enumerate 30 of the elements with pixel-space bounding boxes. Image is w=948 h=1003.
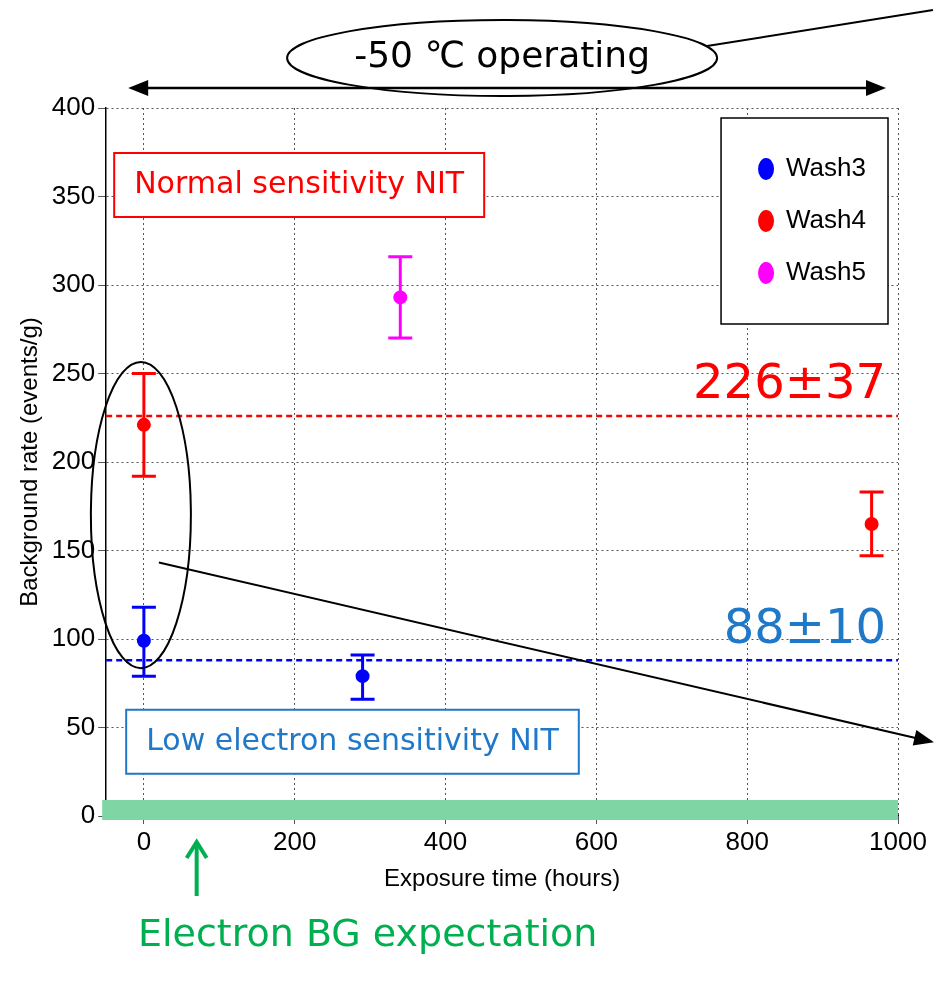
ref-line-label: 226±37 (693, 353, 886, 410)
x-tick-label: 800 (725, 825, 769, 856)
y-tick-label: 300 (51, 268, 96, 299)
legend-label: Wash3 (786, 152, 867, 183)
x-tick-label: 200 (273, 825, 317, 856)
y-tick-label: 400 (51, 91, 96, 122)
annotation: Normal sensitivity NIT (134, 164, 465, 200)
legend-label: Wash4 (786, 204, 867, 235)
y-tick-label: 350 (51, 179, 96, 210)
ref-line-label: 88±10 (723, 597, 886, 654)
point (393, 290, 408, 305)
y-tick-label: 250 (51, 356, 96, 387)
annotation: Low electron sensitivity NIT (146, 721, 560, 757)
x-tick-label: 1000 (869, 825, 927, 856)
point (864, 516, 879, 531)
band-label: Electron BG expectation (138, 911, 598, 955)
x-tick-label: 600 (574, 825, 619, 856)
y-tick-label: 0 (80, 799, 96, 830)
y-axis-title: Background rate (events/g) (15, 317, 43, 607)
point (355, 669, 370, 684)
point (136, 633, 151, 648)
legend-label: Wash5 (786, 256, 867, 287)
x-tick-label: 0 (136, 825, 152, 856)
text: -50 ℃ operating (354, 34, 650, 76)
point (136, 417, 151, 432)
y-tick-label: 50 (66, 710, 96, 741)
x-axis-title: Exposure time (hours) (384, 864, 621, 892)
x-tick-label: 400 (423, 825, 468, 856)
y-tick-label: 200 (51, 445, 96, 476)
y-tick-label: 100 (51, 622, 96, 653)
